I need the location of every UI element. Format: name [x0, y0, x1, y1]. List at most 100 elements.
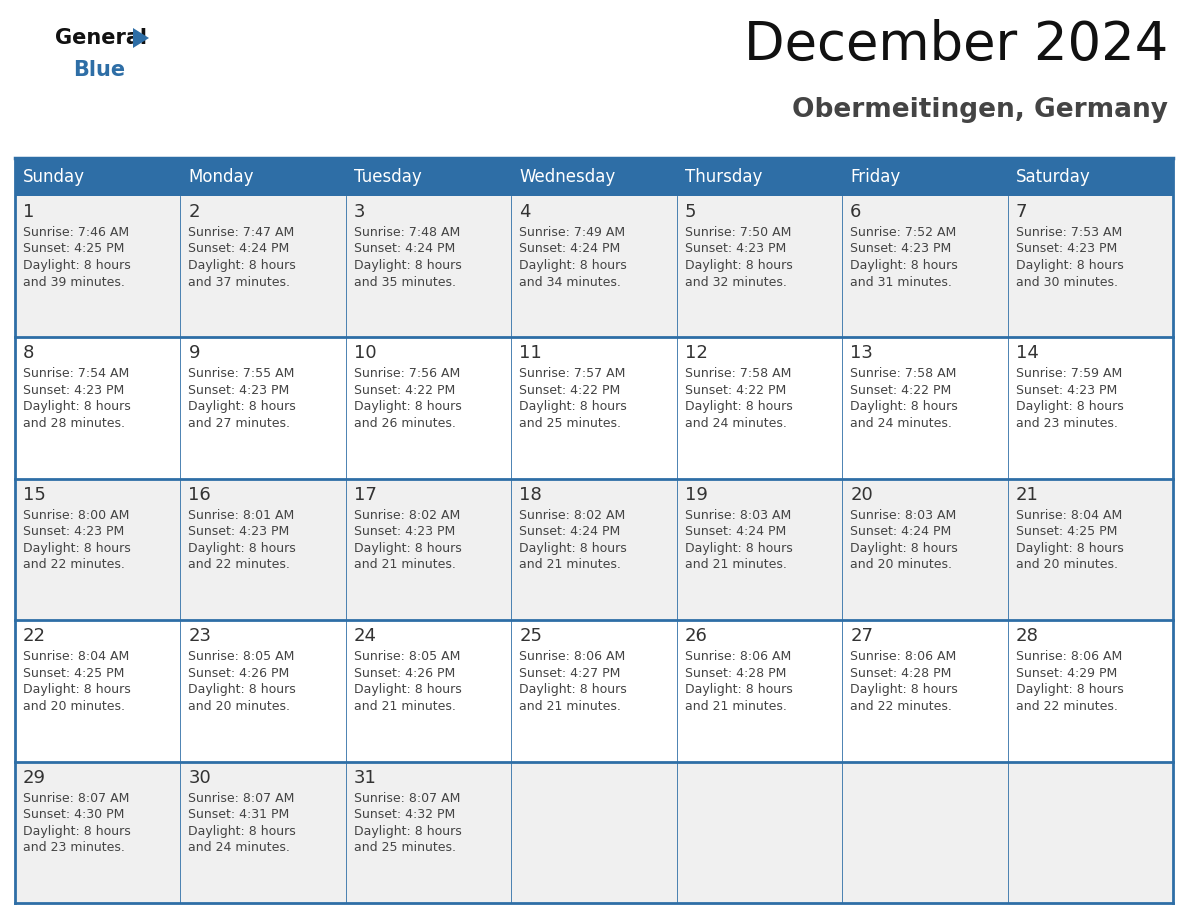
- Bar: [346, 762, 511, 903]
- Text: and 20 minutes.: and 20 minutes.: [1016, 558, 1118, 571]
- Text: Sunrise: 7:50 AM: Sunrise: 7:50 AM: [684, 226, 791, 239]
- Bar: [1007, 338, 1173, 479]
- Text: Daylight: 8 hours: Daylight: 8 hours: [851, 542, 958, 554]
- Text: Sunset: 4:23 PM: Sunset: 4:23 PM: [1016, 242, 1117, 255]
- Text: Daylight: 8 hours: Daylight: 8 hours: [23, 683, 131, 696]
- Text: Daylight: 8 hours: Daylight: 8 hours: [684, 259, 792, 272]
- Text: Sunrise: 7:47 AM: Sunrise: 7:47 AM: [189, 226, 295, 239]
- Text: Sunset: 4:24 PM: Sunset: 4:24 PM: [851, 525, 952, 538]
- Bar: [1007, 479, 1173, 621]
- Text: Daylight: 8 hours: Daylight: 8 hours: [354, 400, 462, 413]
- Text: 20: 20: [851, 486, 873, 504]
- Text: Obermeitingen, Germany: Obermeitingen, Germany: [792, 97, 1168, 123]
- Text: 22: 22: [23, 627, 46, 645]
- Bar: [511, 338, 677, 479]
- Bar: [181, 762, 346, 903]
- Bar: [677, 338, 842, 479]
- Text: Daylight: 8 hours: Daylight: 8 hours: [851, 259, 958, 272]
- Text: and 22 minutes.: and 22 minutes.: [1016, 700, 1118, 712]
- Bar: [15, 762, 181, 903]
- Text: Daylight: 8 hours: Daylight: 8 hours: [1016, 542, 1124, 554]
- Text: 25: 25: [519, 627, 542, 645]
- Text: Sunset: 4:23 PM: Sunset: 4:23 PM: [23, 525, 125, 538]
- Text: 13: 13: [851, 344, 873, 363]
- Text: and 34 minutes.: and 34 minutes.: [519, 275, 621, 288]
- Text: 17: 17: [354, 486, 377, 504]
- Text: 28: 28: [1016, 627, 1038, 645]
- Bar: [677, 621, 842, 762]
- Text: Daylight: 8 hours: Daylight: 8 hours: [1016, 400, 1124, 413]
- Text: Sunrise: 7:53 AM: Sunrise: 7:53 AM: [1016, 226, 1121, 239]
- Text: and 21 minutes.: and 21 minutes.: [684, 700, 786, 712]
- Text: and 26 minutes.: and 26 minutes.: [354, 417, 456, 430]
- Text: Sunset: 4:31 PM: Sunset: 4:31 PM: [189, 808, 290, 821]
- Text: Sunset: 4:28 PM: Sunset: 4:28 PM: [851, 666, 952, 679]
- Text: Daylight: 8 hours: Daylight: 8 hours: [189, 542, 296, 554]
- Text: Sunset: 4:26 PM: Sunset: 4:26 PM: [354, 666, 455, 679]
- Text: and 31 minutes.: and 31 minutes.: [851, 275, 952, 288]
- Text: 30: 30: [189, 768, 211, 787]
- Text: Sunrise: 7:54 AM: Sunrise: 7:54 AM: [23, 367, 129, 380]
- Text: Sunset: 4:28 PM: Sunset: 4:28 PM: [684, 666, 786, 679]
- Text: Monday: Monday: [189, 168, 254, 186]
- Text: and 24 minutes.: and 24 minutes.: [851, 417, 952, 430]
- Text: 21: 21: [1016, 486, 1038, 504]
- Text: Sunrise: 8:00 AM: Sunrise: 8:00 AM: [23, 509, 129, 521]
- Bar: [677, 479, 842, 621]
- Bar: [511, 196, 677, 338]
- Text: Daylight: 8 hours: Daylight: 8 hours: [1016, 683, 1124, 696]
- Text: and 22 minutes.: and 22 minutes.: [23, 558, 125, 571]
- Text: Daylight: 8 hours: Daylight: 8 hours: [354, 824, 462, 837]
- Text: and 20 minutes.: and 20 minutes.: [23, 700, 125, 712]
- Text: Sunset: 4:23 PM: Sunset: 4:23 PM: [354, 525, 455, 538]
- Text: 29: 29: [23, 768, 46, 787]
- Text: Daylight: 8 hours: Daylight: 8 hours: [189, 824, 296, 837]
- Text: Sunset: 4:32 PM: Sunset: 4:32 PM: [354, 808, 455, 821]
- Bar: [842, 196, 1007, 338]
- Text: Daylight: 8 hours: Daylight: 8 hours: [23, 824, 131, 837]
- Text: Daylight: 8 hours: Daylight: 8 hours: [23, 259, 131, 272]
- Text: 5: 5: [684, 203, 696, 221]
- Text: Daylight: 8 hours: Daylight: 8 hours: [354, 542, 462, 554]
- Text: Sunset: 4:23 PM: Sunset: 4:23 PM: [189, 525, 290, 538]
- Bar: [15, 338, 181, 479]
- Text: Daylight: 8 hours: Daylight: 8 hours: [354, 683, 462, 696]
- Text: and 23 minutes.: and 23 minutes.: [1016, 417, 1118, 430]
- Bar: [346, 621, 511, 762]
- Text: Daylight: 8 hours: Daylight: 8 hours: [851, 400, 958, 413]
- Text: Sunrise: 8:02 AM: Sunrise: 8:02 AM: [519, 509, 626, 521]
- Text: Sunset: 4:24 PM: Sunset: 4:24 PM: [684, 525, 786, 538]
- Text: Sunset: 4:24 PM: Sunset: 4:24 PM: [189, 242, 290, 255]
- Text: Daylight: 8 hours: Daylight: 8 hours: [189, 259, 296, 272]
- Text: and 37 minutes.: and 37 minutes.: [189, 275, 290, 288]
- Text: Sunset: 4:22 PM: Sunset: 4:22 PM: [851, 384, 952, 397]
- Text: and 24 minutes.: and 24 minutes.: [684, 417, 786, 430]
- Text: Friday: Friday: [851, 168, 901, 186]
- Text: Sunset: 4:23 PM: Sunset: 4:23 PM: [684, 242, 786, 255]
- Text: Sunset: 4:30 PM: Sunset: 4:30 PM: [23, 808, 125, 821]
- Bar: [842, 338, 1007, 479]
- Text: and 32 minutes.: and 32 minutes.: [684, 275, 786, 288]
- Text: Sunset: 4:24 PM: Sunset: 4:24 PM: [354, 242, 455, 255]
- Text: 31: 31: [354, 768, 377, 787]
- Text: and 30 minutes.: and 30 minutes.: [1016, 275, 1118, 288]
- Text: 23: 23: [189, 627, 211, 645]
- Text: 11: 11: [519, 344, 542, 363]
- Text: General: General: [55, 28, 147, 48]
- Bar: [181, 338, 346, 479]
- Bar: [15, 196, 181, 338]
- Text: Sunrise: 8:04 AM: Sunrise: 8:04 AM: [1016, 509, 1121, 521]
- Text: Sunset: 4:23 PM: Sunset: 4:23 PM: [851, 242, 952, 255]
- Bar: [1007, 621, 1173, 762]
- Text: Daylight: 8 hours: Daylight: 8 hours: [519, 259, 627, 272]
- Bar: [677, 762, 842, 903]
- Text: Saturday: Saturday: [1016, 168, 1091, 186]
- Polygon shape: [133, 28, 148, 48]
- Bar: [842, 479, 1007, 621]
- Bar: [181, 479, 346, 621]
- Text: Sunrise: 7:55 AM: Sunrise: 7:55 AM: [189, 367, 295, 380]
- Text: Sunrise: 8:01 AM: Sunrise: 8:01 AM: [189, 509, 295, 521]
- Text: 8: 8: [23, 344, 34, 363]
- Text: Sunrise: 8:04 AM: Sunrise: 8:04 AM: [23, 650, 129, 663]
- Text: and 24 minutes.: and 24 minutes.: [189, 841, 290, 854]
